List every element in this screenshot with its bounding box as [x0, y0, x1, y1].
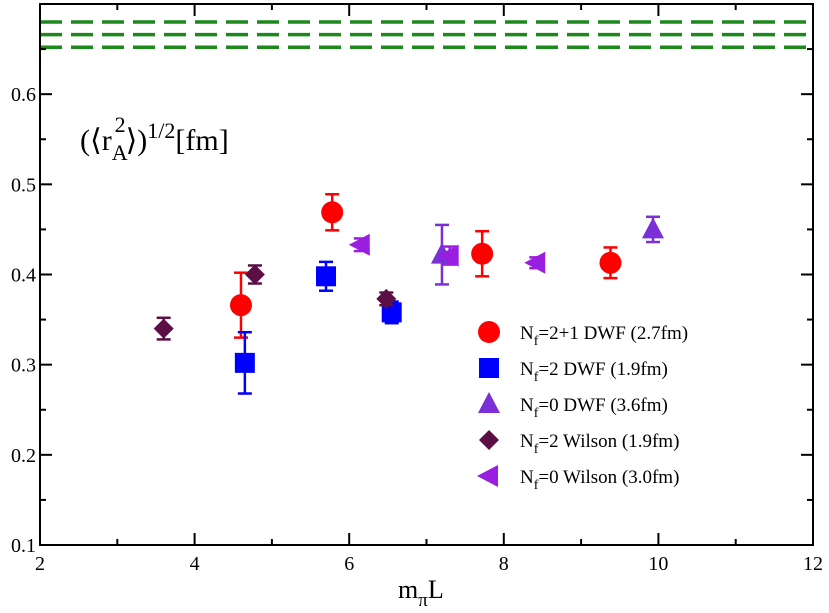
legend-label: Nf=0 DWF (3.6fm) — [520, 395, 668, 421]
legend-label-sub: f — [534, 370, 539, 385]
data-point — [321, 201, 344, 224]
data-point — [641, 217, 664, 239]
y-tick-label: 0.4 — [11, 265, 36, 287]
data-point — [234, 352, 255, 373]
x-axis-label-sub: π — [418, 590, 428, 611]
legend-label-sub: f — [534, 478, 539, 493]
data-point — [471, 242, 494, 265]
y-tick-label: 0.5 — [11, 174, 36, 196]
series-0 — [229, 193, 622, 339]
series-1 — [234, 260, 402, 395]
legend-label-main: N — [520, 395, 534, 416]
observable-label-power: 1/2 — [147, 118, 175, 143]
data-point — [437, 244, 459, 267]
legend-label-sub: f — [534, 334, 539, 349]
legend-label-main: N — [520, 431, 534, 452]
series-3 — [153, 264, 397, 341]
data-point — [153, 318, 174, 339]
x-axis-label: mπL — [398, 575, 444, 611]
legend-label: Nf=2 Wilson (1.9fm) — [520, 431, 679, 457]
data-point — [229, 294, 252, 317]
legend-label-sub: f — [534, 442, 539, 457]
plot-frame — [39, 3, 814, 546]
legend-item: Nf=2 Wilson (1.9fm) — [479, 430, 679, 457]
legend-item: Nf=0 DWF (3.6fm) — [478, 392, 668, 421]
series-2 — [430, 215, 664, 286]
legend-label-sub: f — [534, 406, 539, 421]
legend-marker — [479, 430, 499, 450]
x-tick-label: 6 — [344, 553, 354, 575]
y-tick-label: 0.2 — [11, 445, 36, 467]
data-point — [376, 288, 397, 309]
legend-marker — [478, 321, 500, 343]
data-point — [524, 251, 546, 274]
legend-item: Nf=2+1 DWF (2.7fm) — [478, 321, 688, 349]
observable-label-sub: A — [112, 140, 128, 165]
x-tick-label: 12 — [803, 553, 823, 575]
legend-item: Nf=0 Wilson (3.0fm) — [477, 465, 679, 493]
legend-label-rest: =2 DWF (1.9fm) — [538, 359, 667, 380]
legend: Nf=2+1 DWF (2.7fm)Nf=2 DWF (1.9fm)Nf=0 D… — [477, 321, 688, 493]
legend-label-rest: =0 Wilson (3.0fm) — [538, 467, 679, 488]
x-tick-label: 2 — [35, 553, 45, 575]
legend-marker — [479, 358, 499, 378]
y-tick-label: 0.6 — [11, 84, 36, 106]
legend-item: Nf=2 DWF (1.9fm) — [479, 358, 668, 385]
data-point — [316, 266, 337, 287]
observable-label-sup: 2 — [115, 112, 126, 137]
legend-label-main: N — [520, 359, 534, 380]
y-axis-ticks: 0.1 0.2 0.3 0.4 0.5 0.6 — [11, 48, 813, 557]
legend-label: Nf=2+1 DWF (2.7fm) — [520, 323, 688, 349]
legend-label-rest: =0 DWF (3.6fm) — [538, 395, 667, 416]
observable-label: (⟨rA 2⟩)1/2[fm] — [80, 112, 229, 165]
legend-marker — [477, 465, 498, 487]
reference-lines — [40, 20, 813, 50]
series-4 — [348, 233, 546, 274]
y-tick-label: 0.1 — [11, 535, 36, 557]
legend-label: Nf=2 DWF (1.9fm) — [520, 359, 668, 385]
observable-label-close: ⟩) — [126, 124, 148, 157]
data-point — [348, 233, 370, 256]
data-point — [244, 264, 265, 285]
observable-label-unit: [fm] — [175, 124, 228, 157]
x-tick-label: 10 — [648, 553, 668, 575]
x-tick-label: 4 — [190, 553, 200, 575]
legend-label-rest: =2+1 DWF (2.7fm) — [538, 323, 688, 344]
observable-label-open: (⟨r — [80, 124, 112, 157]
data-point — [599, 251, 622, 274]
x-tick-label: 8 — [499, 553, 509, 575]
x-axis-label-end: L — [428, 575, 444, 604]
data-points — [153, 193, 664, 395]
y-tick-label: 0.3 — [11, 355, 36, 377]
legend-label-rest: =2 Wilson (1.9fm) — [538, 431, 679, 452]
legend-marker — [478, 392, 500, 413]
legend-label-main: N — [520, 323, 534, 344]
legend-label-main: N — [520, 467, 534, 488]
legend-label: Nf=0 Wilson (3.0fm) — [520, 467, 679, 493]
x-axis-ticks: 2 4 6 8 10 12 — [35, 4, 823, 575]
x-axis-label-main: m — [398, 575, 418, 604]
